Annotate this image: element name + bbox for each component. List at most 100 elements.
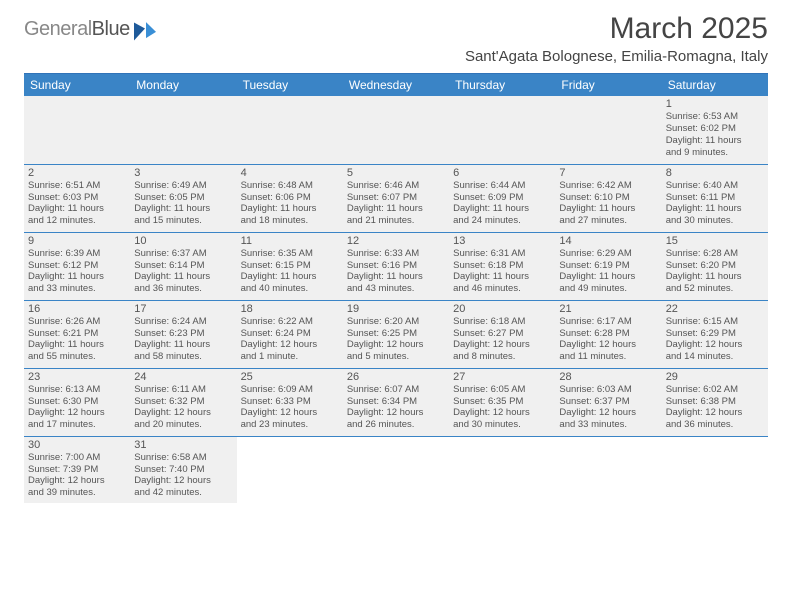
sunrise-text: Sunrise: 6:58 AM	[134, 452, 232, 464]
dayname-header: Thursday	[449, 74, 555, 96]
daylight-text: and 33 minutes.	[28, 283, 126, 295]
sunrise-text: Sunrise: 6:28 AM	[666, 248, 764, 260]
calendar-cell	[130, 96, 236, 164]
sunset-text: Sunset: 6:37 PM	[559, 396, 657, 408]
sunset-text: Sunset: 7:40 PM	[134, 464, 232, 476]
day-number: 14	[559, 235, 657, 248]
day-number: 16	[28, 303, 126, 316]
day-number: 31	[134, 439, 232, 452]
day-number: 5	[347, 167, 445, 180]
sunrise-text: Sunrise: 6:15 AM	[666, 316, 764, 328]
dayname-header: Wednesday	[343, 74, 449, 96]
calendar-week-row: 1Sunrise: 6:53 AMSunset: 6:02 PMDaylight…	[24, 96, 768, 164]
day-number: 22	[666, 303, 764, 316]
sunset-text: Sunset: 6:15 PM	[241, 260, 339, 272]
sunset-text: Sunset: 6:12 PM	[28, 260, 126, 272]
calendar-cell: 12Sunrise: 6:33 AMSunset: 6:16 PMDayligh…	[343, 232, 449, 300]
daylight-text: and 33 minutes.	[559, 419, 657, 431]
daylight-text: and 17 minutes.	[28, 419, 126, 431]
daylight-text: and 26 minutes.	[347, 419, 445, 431]
sunrise-text: Sunrise: 6:07 AM	[347, 384, 445, 396]
daylight-text: and 30 minutes.	[666, 215, 764, 227]
sunrise-text: Sunrise: 6:49 AM	[134, 180, 232, 192]
calendar-cell: 13Sunrise: 6:31 AMSunset: 6:18 PMDayligh…	[449, 232, 555, 300]
sunrise-text: Sunrise: 6:02 AM	[666, 384, 764, 396]
sunrise-text: Sunrise: 6:09 AM	[241, 384, 339, 396]
calendar-table: SundayMondayTuesdayWednesdayThursdayFrid…	[24, 74, 768, 503]
sunrise-text: Sunrise: 7:00 AM	[28, 452, 126, 464]
daylight-text: Daylight: 11 hours	[241, 271, 339, 283]
sunset-text: Sunset: 6:27 PM	[453, 328, 551, 340]
daylight-text: Daylight: 11 hours	[134, 339, 232, 351]
sunset-text: Sunset: 6:16 PM	[347, 260, 445, 272]
sunrise-text: Sunrise: 6:26 AM	[28, 316, 126, 328]
day-number: 11	[241, 235, 339, 248]
daylight-text: Daylight: 11 hours	[666, 135, 764, 147]
sunset-text: Sunset: 6:30 PM	[28, 396, 126, 408]
daylight-text: Daylight: 12 hours	[453, 407, 551, 419]
calendar-cell	[449, 436, 555, 503]
daylight-text: Daylight: 12 hours	[666, 407, 764, 419]
calendar-cell: 31Sunrise: 6:58 AMSunset: 7:40 PMDayligh…	[130, 436, 236, 503]
daylight-text: Daylight: 11 hours	[134, 271, 232, 283]
sunrise-text: Sunrise: 6:53 AM	[666, 111, 764, 123]
sunrise-text: Sunrise: 6:51 AM	[28, 180, 126, 192]
sunrise-text: Sunrise: 6:31 AM	[453, 248, 551, 260]
day-number: 1	[666, 98, 764, 111]
daylight-text: Daylight: 11 hours	[347, 271, 445, 283]
calendar-cell: 26Sunrise: 6:07 AMSunset: 6:34 PMDayligh…	[343, 368, 449, 436]
calendar-week-row: 30Sunrise: 7:00 AMSunset: 7:39 PMDayligh…	[24, 436, 768, 503]
day-number: 13	[453, 235, 551, 248]
sunrise-text: Sunrise: 6:39 AM	[28, 248, 126, 260]
logo: GeneralBlue	[24, 18, 156, 41]
dayname-header: Sunday	[24, 74, 130, 96]
calendar-cell: 7Sunrise: 6:42 AMSunset: 6:10 PMDaylight…	[555, 164, 661, 232]
daylight-text: Daylight: 11 hours	[28, 339, 126, 351]
sunset-text: Sunset: 6:33 PM	[241, 396, 339, 408]
day-number: 12	[347, 235, 445, 248]
day-number: 8	[666, 167, 764, 180]
calendar-cell: 10Sunrise: 6:37 AMSunset: 6:14 PMDayligh…	[130, 232, 236, 300]
daylight-text: and 8 minutes.	[453, 351, 551, 363]
daylight-text: Daylight: 12 hours	[347, 339, 445, 351]
daylight-text: Daylight: 11 hours	[453, 203, 551, 215]
calendar-cell: 20Sunrise: 6:18 AMSunset: 6:27 PMDayligh…	[449, 300, 555, 368]
sunset-text: Sunset: 6:19 PM	[559, 260, 657, 272]
daylight-text: and 55 minutes.	[28, 351, 126, 363]
sunrise-text: Sunrise: 6:18 AM	[453, 316, 551, 328]
sunrise-text: Sunrise: 6:05 AM	[453, 384, 551, 396]
day-number: 21	[559, 303, 657, 316]
dayname-header: Tuesday	[237, 74, 343, 96]
daylight-text: Daylight: 12 hours	[134, 475, 232, 487]
page-title: March 2025	[465, 12, 768, 46]
sunset-text: Sunset: 6:03 PM	[28, 192, 126, 204]
sunrise-text: Sunrise: 6:42 AM	[559, 180, 657, 192]
sunrise-text: Sunrise: 6:46 AM	[347, 180, 445, 192]
sunrise-text: Sunrise: 6:24 AM	[134, 316, 232, 328]
daylight-text: and 9 minutes.	[666, 147, 764, 159]
dayname-header: Monday	[130, 74, 236, 96]
daylight-text: Daylight: 12 hours	[559, 407, 657, 419]
daylight-text: Daylight: 11 hours	[134, 203, 232, 215]
daylight-text: and 39 minutes.	[28, 487, 126, 499]
daylight-text: and 46 minutes.	[453, 283, 551, 295]
calendar-cell: 4Sunrise: 6:48 AMSunset: 6:06 PMDaylight…	[237, 164, 343, 232]
daylight-text: Daylight: 11 hours	[559, 203, 657, 215]
daylight-text: and 40 minutes.	[241, 283, 339, 295]
daylight-text: and 36 minutes.	[134, 283, 232, 295]
sunset-text: Sunset: 6:25 PM	[347, 328, 445, 340]
daylight-text: Daylight: 11 hours	[241, 203, 339, 215]
daylight-text: Daylight: 12 hours	[241, 339, 339, 351]
calendar-cell: 9Sunrise: 6:39 AMSunset: 6:12 PMDaylight…	[24, 232, 130, 300]
sunset-text: Sunset: 6:06 PM	[241, 192, 339, 204]
calendar-cell: 27Sunrise: 6:05 AMSunset: 6:35 PMDayligh…	[449, 368, 555, 436]
day-number: 23	[28, 371, 126, 384]
sunrise-text: Sunrise: 6:44 AM	[453, 180, 551, 192]
daylight-text: Daylight: 11 hours	[28, 271, 126, 283]
sunset-text: Sunset: 6:28 PM	[559, 328, 657, 340]
daylight-text: and 1 minute.	[241, 351, 339, 363]
daylight-text: and 14 minutes.	[666, 351, 764, 363]
daylight-text: and 5 minutes.	[347, 351, 445, 363]
day-number: 28	[559, 371, 657, 384]
daylight-text: and 27 minutes.	[559, 215, 657, 227]
